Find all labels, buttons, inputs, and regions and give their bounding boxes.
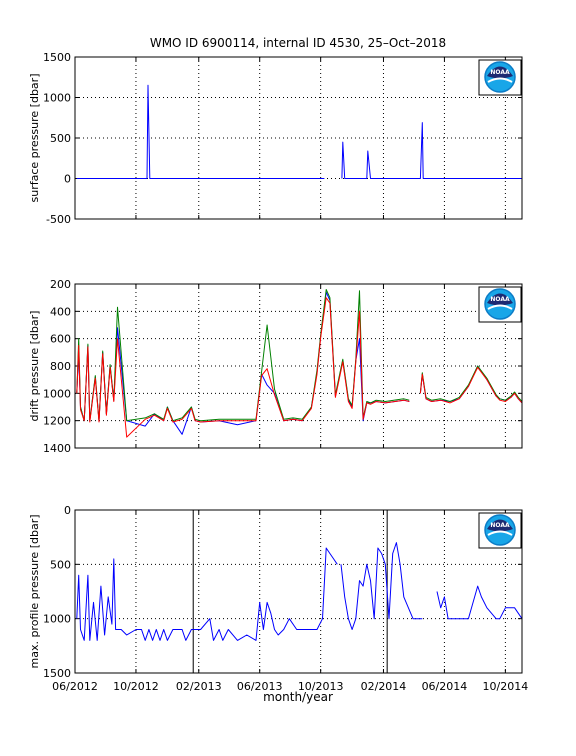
- series-line-blue: [76, 547, 338, 641]
- axes-frame: [74, 283, 523, 449]
- logo-text: NOAA: [490, 522, 510, 529]
- panel-1: 1500 1000 500 0 -500 surface pressure [dbar] N…: [28, 51, 523, 226]
- y-tick-label: 1000: [43, 387, 71, 400]
- y-tick-label: 1200: [43, 415, 71, 428]
- y-axis-label: surface pressure [dbar]: [28, 74, 41, 203]
- logo-wave: [487, 77, 513, 83]
- logo-bird: [487, 293, 513, 306]
- y-tick-label: 1400: [43, 442, 71, 455]
- y-tick-label: 1000: [43, 92, 71, 105]
- y-tick-label: 0: [64, 504, 71, 517]
- x-tick-label: 10/2014: [483, 680, 529, 693]
- x-tick-label: 10/2013: [298, 680, 344, 693]
- x-tick-label: 06/2014: [422, 680, 468, 693]
- series-line-green: [76, 289, 410, 422]
- noaa-logo: NOAA: [478, 512, 522, 549]
- noaa-logo: NOAA: [478, 59, 522, 96]
- panel-2: 200 400 600 800 1000 1200 1400 drift pressure […: [28, 278, 523, 455]
- series-line-blue: [340, 542, 423, 630]
- x-tick-label: 10/2012: [113, 680, 159, 693]
- series-line-red: [419, 366, 523, 404]
- y-tick-label: 0: [64, 173, 71, 186]
- y-axis-label: max. profile pressure [dbar]: [28, 514, 41, 668]
- series-line-blue: [341, 122, 522, 179]
- logo-wave: [487, 530, 513, 536]
- logo-wave: [487, 304, 513, 310]
- x-tick-label: 02/2013: [176, 680, 222, 693]
- series-line-blue: [419, 365, 523, 404]
- x-tick-label: 06/2012: [52, 680, 98, 693]
- y-tick-label: 1000: [43, 613, 71, 626]
- y-tick-label: 800: [50, 360, 71, 373]
- y-tick-label: -500: [46, 213, 71, 226]
- y-tick-label: 1500: [43, 667, 71, 680]
- x-tick-label: 06/2013: [237, 680, 283, 693]
- logo-bird: [487, 519, 513, 532]
- x-axis-label: month/year: [263, 690, 333, 704]
- series-line-blue: [436, 585, 523, 620]
- series-line-green: [419, 365, 523, 402]
- y-axis-label: drift pressure [dbar]: [28, 311, 41, 422]
- y-tick-label: 400: [50, 305, 71, 318]
- noaa-logo: NOAA: [478, 286, 522, 323]
- logo-text: NOAA: [490, 296, 510, 303]
- y-tick-label: 500: [50, 132, 71, 145]
- chart-title: WMO ID 6900114, internal ID 4530, 25–Oct…: [150, 36, 446, 50]
- y-tick-label: 200: [50, 278, 71, 291]
- logo-bird: [487, 66, 513, 79]
- axes-frame: [74, 509, 523, 674]
- y-tick-label: 600: [50, 333, 71, 346]
- series-line-red: [76, 297, 410, 438]
- axes-frame: [74, 56, 523, 220]
- x-tick-label: 02/2014: [361, 680, 407, 693]
- logo-text: NOAA: [490, 69, 510, 76]
- y-tick-label: 1500: [43, 51, 71, 64]
- y-tick-label: 500: [50, 558, 71, 571]
- series-line-blue: [76, 84, 325, 179]
